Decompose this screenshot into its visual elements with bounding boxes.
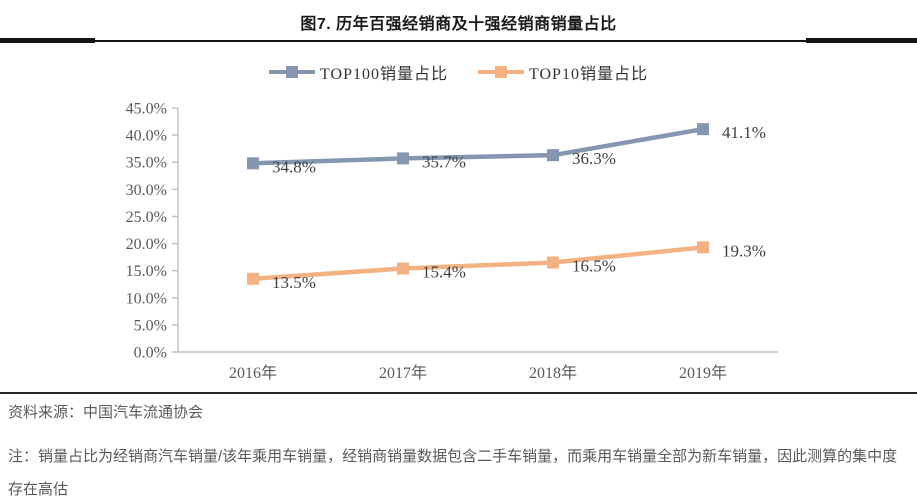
legend-label-top100: TOP100销量占比 [320,66,448,83]
footer-divider [0,392,917,394]
data-point-marker [247,272,259,285]
data-point-marker [547,256,559,269]
y-axis-label: 15.0% [126,263,167,280]
line-chart-canvas: 0.0% 5.0% 10.0% 15.0% 20.0% 25.0% 30.0% 35.0% 40… [126,101,778,382]
data-point-label: 16.5% [572,257,616,276]
data-point-label: 41.1% [722,123,766,142]
data-point-label: 19.3% [722,241,766,260]
top10-line-marker-icon [478,66,524,78]
y-axis-label: 0.0% [134,345,167,362]
title-divider-thick-left [0,38,95,43]
data-point-marker [247,157,259,170]
data-point-label: 36.3% [572,149,616,168]
series-line [250,245,706,282]
title-divider-thick-right [806,38,917,43]
x-axis-label: 2016年 [229,364,277,382]
y-axis-label: 25.0% [126,209,167,226]
axis-lines [177,108,778,353]
data-point-label: 13.5% [272,273,316,292]
note-text: 注：销量占比为经销商汽车销量/该年乘用车销量，经销商销量数据包含二手车销量，而乘… [8,448,898,498]
y-axis-label: 5.0% [134,317,167,334]
data-point-marker [697,241,709,254]
legend-label-top10: TOP10销量占比 [529,66,648,83]
y-axis-label: 10.0% [126,290,167,307]
top100-line-marker-icon [269,66,316,78]
data-point-label: 15.4% [422,262,466,281]
y-axis-label: 30.0% [126,182,167,199]
chart-legend: TOP100销量占比 TOP10销量占比 [0,60,917,84]
data-point-label: 35.7% [422,152,466,171]
data-point-label: 34.8% [272,157,316,176]
data-point-marker [397,152,409,165]
x-axis-label: 2017年 [379,364,427,382]
y-axis-label: 35.0% [126,155,167,172]
y-axis-label: 40.0% [126,128,167,145]
series-line [250,126,706,166]
data-point-marker [697,123,709,136]
chart-title: 图7. 历年百强经销商及十强经销商销量占比 [300,16,617,33]
title-divider [0,38,917,43]
data-point-marker [547,149,559,162]
x-axis-label: 2018年 [529,364,577,382]
x-axis-label: 2019年 [679,364,727,382]
legend-item-top100: TOP100销量占比 [269,60,448,84]
y-axis-label: 45.0% [126,101,167,118]
y-axis-label: 20.0% [126,236,167,253]
data-point-marker [397,262,409,275]
legend-item-top10: TOP10销量占比 [478,60,648,84]
source-text: 资料来源：中国汽车流通协会 [8,404,204,421]
